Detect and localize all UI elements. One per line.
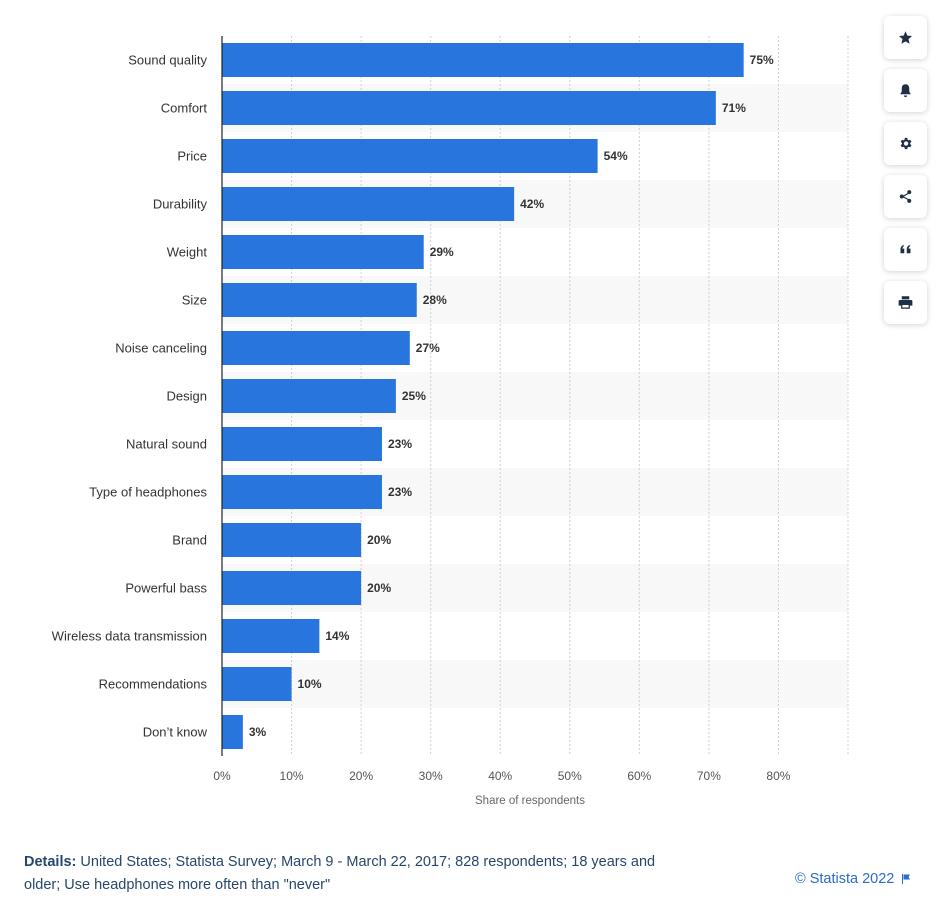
data-label: 20% — [367, 581, 391, 595]
data-label: 23% — [388, 485, 412, 499]
print-icon — [898, 296, 913, 309]
bar[interactable] — [222, 667, 292, 701]
cite-button[interactable] — [884, 228, 927, 271]
category-label: Weight — [167, 245, 208, 260]
details-note: Details: United States; Statista Survey;… — [24, 851, 664, 897]
data-label: 28% — [423, 293, 447, 307]
x-tick-label: 0% — [213, 769, 231, 783]
data-label: 54% — [604, 149, 628, 163]
details-text: United States; Statista Survey; March 9 … — [24, 854, 656, 893]
data-label: 75% — [750, 53, 774, 67]
star-icon — [898, 31, 913, 44]
data-label: 20% — [367, 533, 391, 547]
gear-icon — [900, 137, 912, 150]
toolbar — [884, 16, 927, 324]
category-label: Recommendations — [99, 677, 208, 692]
x-tick-label: 30% — [419, 769, 443, 783]
share-icon — [899, 190, 912, 203]
notification-button[interactable] — [884, 69, 927, 112]
x-tick-label: 40% — [488, 769, 512, 783]
data-label: 23% — [388, 437, 412, 451]
bar[interactable] — [222, 43, 744, 77]
bar[interactable] — [222, 571, 362, 605]
category-labels: Sound quality Comfort Price Durability Weigh… — [52, 53, 208, 740]
x-tick-labels: 0% 10% 20% 30% 40% 50% 60% 70% 80% — [213, 769, 790, 783]
x-tick-label: 60% — [627, 769, 651, 783]
copyright-text: © Statista 2022 — [795, 871, 895, 887]
category-label: Sound quality — [128, 53, 207, 68]
data-label: 29% — [430, 245, 454, 259]
bar[interactable] — [222, 139, 598, 173]
data-label: 27% — [416, 341, 440, 355]
favorite-button[interactable] — [884, 16, 927, 59]
category-label: Comfort — [161, 101, 208, 116]
category-label: Size — [182, 293, 207, 308]
bars — [222, 43, 744, 749]
bar[interactable] — [222, 187, 515, 221]
bar[interactable] — [222, 283, 417, 317]
bar[interactable] — [222, 619, 320, 653]
bar[interactable] — [222, 235, 424, 269]
data-label: 71% — [722, 101, 746, 115]
x-tick-label: 10% — [280, 769, 304, 783]
data-label: 3% — [249, 725, 267, 739]
x-tick-label: 50% — [558, 769, 582, 783]
category-label: Powerful bass — [125, 581, 207, 596]
bar[interactable] — [222, 91, 716, 125]
bell-icon — [900, 84, 911, 98]
value-labels: 75% 71% 54% 42% 29% 28% 27% 25% 23% 23% 20% 20% 14% 1… — [249, 53, 774, 739]
settings-button[interactable] — [884, 122, 927, 165]
x-axis-title: Share of respondents — [475, 795, 585, 807]
data-label: 14% — [325, 629, 349, 643]
share-button[interactable] — [884, 175, 927, 218]
bar[interactable] — [222, 427, 382, 461]
bar[interactable] — [222, 475, 382, 509]
category-label: Durability — [153, 197, 208, 212]
data-label: 10% — [298, 677, 322, 691]
bar[interactable] — [222, 523, 362, 557]
category-label: Brand — [172, 533, 207, 548]
statista-copyright[interactable]: © Statista 2022 — [795, 871, 912, 887]
chart: Sound quality Comfort Price Durability Weigh… — [52, 36, 849, 807]
category-label: Natural sound — [126, 437, 207, 452]
bar[interactable] — [222, 715, 243, 749]
details-label: Details: — [24, 854, 77, 870]
print-button[interactable] — [884, 281, 927, 324]
flag-icon — [902, 874, 911, 884]
bar[interactable] — [222, 379, 396, 413]
x-tick-label: 70% — [697, 769, 721, 783]
category-label: Price — [177, 149, 207, 164]
category-label: Don’t know — [143, 725, 208, 740]
category-label: Noise canceling — [115, 341, 207, 356]
quote-icon — [900, 245, 911, 254]
bar[interactable] — [222, 331, 410, 365]
category-label: Type of headphones — [89, 485, 207, 500]
x-tick-label: 80% — [766, 769, 790, 783]
category-label: Wireless data transmission — [52, 629, 207, 644]
x-tick-label: 20% — [349, 769, 373, 783]
data-label: 25% — [402, 389, 426, 403]
data-label: 42% — [520, 197, 544, 211]
row-stripe — [222, 660, 848, 708]
category-label: Design — [167, 389, 207, 404]
